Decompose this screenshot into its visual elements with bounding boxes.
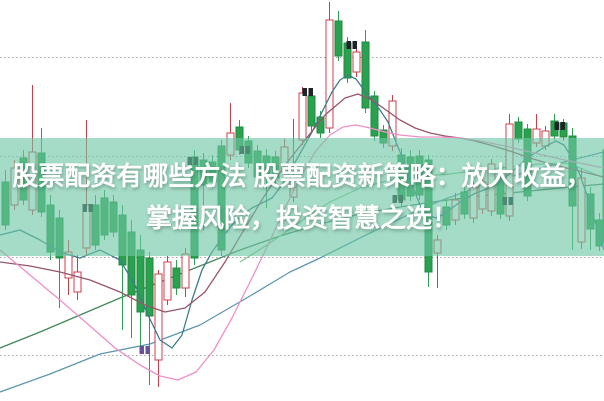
promo-banner: 股票配资有哪些方法 股票配资新策略：放大收益， 掌握风险，投资智慧之选！ (0, 138, 604, 256)
banner-text-line-1: 股票配资有哪些方法 股票配资新策略：放大收益， (12, 161, 592, 191)
banner-text-line-2: 掌握风险，投资智慧之选！ (145, 203, 458, 233)
